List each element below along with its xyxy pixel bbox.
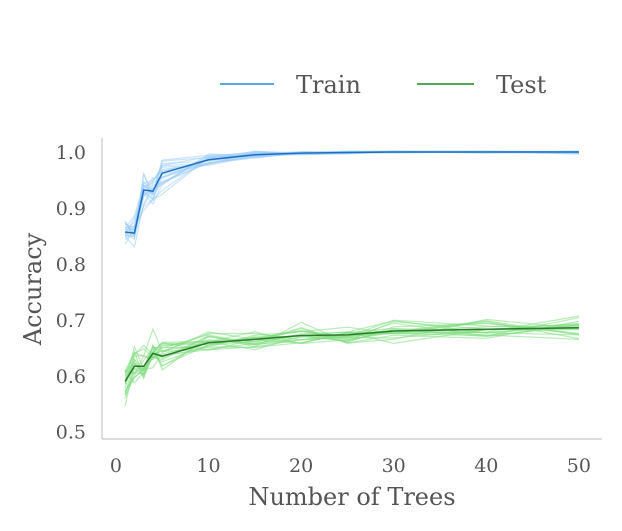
train-fold-line [125, 151, 579, 229]
legend-label-train: Train [296, 71, 361, 99]
y-tick-label: 1.0 [56, 142, 86, 164]
y-tick-label: 0.6 [56, 366, 86, 388]
y-tick-label: 0.7 [56, 310, 86, 332]
x-tick-label: 20 [289, 455, 313, 477]
mean-lines [124, 151, 579, 382]
x-tick-label: 10 [196, 455, 220, 477]
x-tick-label: 40 [474, 455, 498, 477]
axes [101, 138, 602, 440]
y-tick-label: 0.8 [56, 254, 86, 276]
train-fold-line [124, 150, 579, 229]
x-tick-label: 50 [567, 455, 591, 477]
y-tick-label: 0.5 [56, 422, 86, 444]
x-tick-label: 0 [110, 455, 122, 477]
train-mean-line [125, 151, 579, 234]
train-fold-line [124, 150, 579, 229]
legend: Train Test [220, 71, 547, 99]
train-fold-line [125, 150, 579, 230]
legend-label-test: Test [496, 71, 547, 99]
x-axis-label: Number of Trees [248, 483, 455, 511]
tick-labels: 0 10 20 30 40 50 0.5 0.6 0.7 0.8 0.9 1.0 [56, 142, 591, 477]
fold-lines [124, 150, 580, 407]
x-tick-label: 30 [382, 455, 406, 477]
test-fold-line [124, 326, 579, 395]
y-axis-label: Accuracy [19, 232, 47, 346]
y-tick-label: 0.9 [56, 198, 86, 220]
test-fold-line [124, 323, 579, 407]
train-fold-line [124, 150, 579, 232]
test-mean-line [124, 326, 579, 382]
test-fold-line [124, 328, 579, 384]
